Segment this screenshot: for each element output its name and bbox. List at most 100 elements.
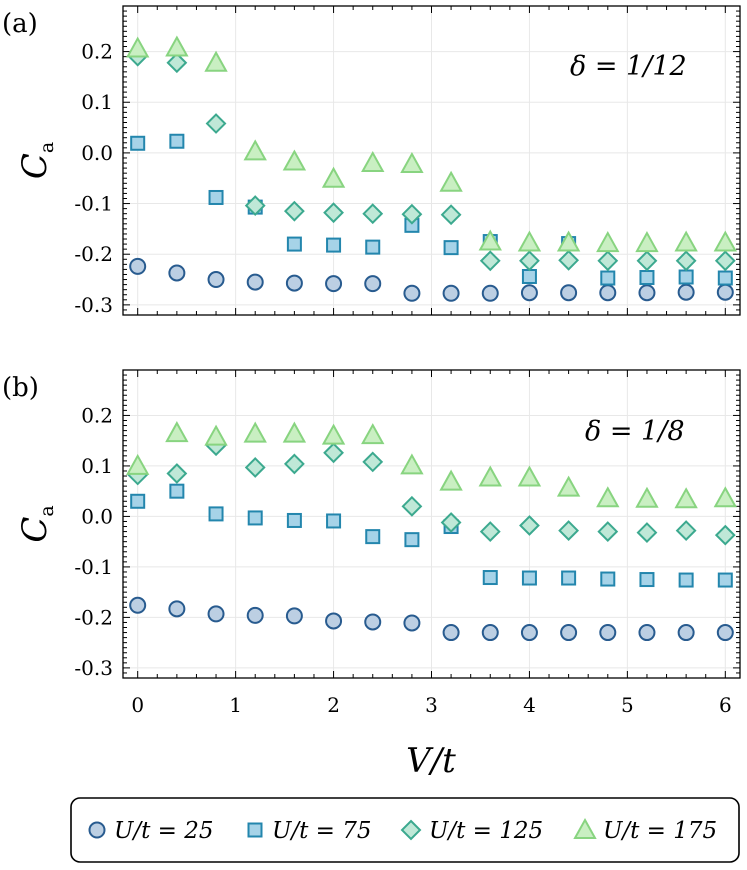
data-point-triangle <box>125 36 150 58</box>
data-point-diamond <box>205 113 227 134</box>
x-axis-title: V/t <box>406 741 456 781</box>
y-axis-label: Ca <box>15 142 58 179</box>
data-point-circle <box>481 284 499 302</box>
data-point-square <box>130 493 146 509</box>
data-point-diamond <box>558 520 580 541</box>
data-point-circle <box>364 275 382 293</box>
y-tick-label: -0.2 <box>74 242 113 266</box>
data-point-square <box>521 570 537 586</box>
data-point-circle <box>520 624 538 642</box>
y-tick-label: -0.1 <box>74 555 113 579</box>
data-point-circle <box>285 274 303 292</box>
data-point-triangle <box>439 170 463 192</box>
data-point-square <box>600 571 616 587</box>
data-point-circle <box>129 257 147 275</box>
legend-label: U/t = 75 <box>272 818 372 844</box>
y-ticks <box>123 374 740 679</box>
data-point-square <box>521 269 537 285</box>
data-point-diamond <box>714 250 736 272</box>
data-point-square <box>443 240 459 256</box>
legend-label: U/t = 175 <box>603 818 717 844</box>
legend-item: U/t = 125 <box>400 818 543 844</box>
data-point-circle <box>325 275 343 293</box>
data-point-triangle <box>243 139 267 161</box>
grid <box>123 6 740 315</box>
data-point-diamond <box>479 250 501 272</box>
data-point-diamond <box>675 250 697 272</box>
data-point-diamond <box>479 521 501 542</box>
data-point-diamond <box>401 203 423 225</box>
data-point-circle <box>442 284 460 302</box>
legend-item: U/t = 175 <box>573 817 717 844</box>
y-tick-label: 0.1 <box>81 90 113 114</box>
data-point-diamond <box>714 524 736 546</box>
legend-label: U/t = 125 <box>429 818 543 844</box>
legend-label: U/t = 25 <box>114 818 214 844</box>
x-ticks <box>137 370 726 678</box>
y-tick-label: 0.2 <box>81 40 113 64</box>
data-point-triangle <box>713 230 738 252</box>
data-point-triangle <box>361 423 385 445</box>
data-point-triangle <box>517 230 542 252</box>
data-point-circle <box>442 624 460 642</box>
data-point-diamond <box>244 457 266 478</box>
data-point-circle <box>364 613 382 631</box>
x-tick-label: 1 <box>229 693 242 717</box>
data-point-diamond <box>440 204 462 226</box>
data-point-diamond <box>636 522 658 543</box>
data-point-triangle <box>282 421 307 443</box>
data-point-circle <box>168 600 186 618</box>
data-point-triangle <box>400 453 424 475</box>
x-ticks <box>137 6 726 315</box>
data-point-triangle <box>517 465 542 487</box>
series-triangle <box>125 421 738 509</box>
data-point-triangle <box>674 230 698 252</box>
data-point-circle <box>677 283 695 301</box>
data-point-circle <box>599 284 617 302</box>
data-point-triangle <box>674 487 698 509</box>
data-point-square <box>286 512 302 528</box>
y-axis-label-sub: a <box>36 505 58 516</box>
data-point-circle <box>246 606 264 624</box>
series-diamond <box>127 435 736 546</box>
data-point-diamond <box>597 250 619 272</box>
data-point-square <box>639 572 655 588</box>
data-point-circle <box>285 607 303 625</box>
data-point-circle <box>716 283 734 301</box>
delta-annotation: δ = 1/12 <box>570 51 687 82</box>
y-tick-label: -0.1 <box>74 192 113 216</box>
data-point-circle <box>207 605 225 623</box>
x-tick-label: 5 <box>621 693 634 717</box>
data-point-triangle <box>204 424 228 446</box>
panel-a: 0.2 0.1 0.0 -0.1 -0.2 -0.3 (a) Ca δ = 1/12 <box>2 5 741 317</box>
data-point-square <box>208 506 224 522</box>
x-tick-label: 2 <box>327 693 340 717</box>
data-point-diamond <box>323 442 344 464</box>
data-point-triangle <box>361 150 385 173</box>
data-point-square <box>639 270 655 286</box>
data-point-triangle <box>596 231 620 253</box>
y-tick-label: -0.3 <box>74 293 113 317</box>
data-point-diamond <box>636 250 658 272</box>
series-diamond <box>127 45 736 272</box>
series-triangle <box>125 35 738 253</box>
data-point-square <box>130 135 146 151</box>
y-tick-label: 0.1 <box>81 454 113 478</box>
legend-marker-square <box>247 822 263 838</box>
data-point-square <box>717 270 733 286</box>
data-point-triangle <box>556 230 581 252</box>
data-point-triangle <box>321 166 346 188</box>
data-point-triangle <box>713 486 738 508</box>
y-ticks <box>123 10 740 316</box>
data-point-circle <box>560 284 578 302</box>
data-point-circle <box>207 271 225 289</box>
data-point-triangle <box>400 151 424 174</box>
legend-item: U/t = 75 <box>247 818 372 844</box>
data-point-circle <box>599 624 617 642</box>
data-point-circle <box>677 624 695 642</box>
legend-marker-triangle <box>573 817 597 839</box>
y-axis-label-main: C <box>15 517 55 543</box>
data-point-diamond <box>675 520 697 541</box>
data-point-diamond <box>244 195 266 216</box>
